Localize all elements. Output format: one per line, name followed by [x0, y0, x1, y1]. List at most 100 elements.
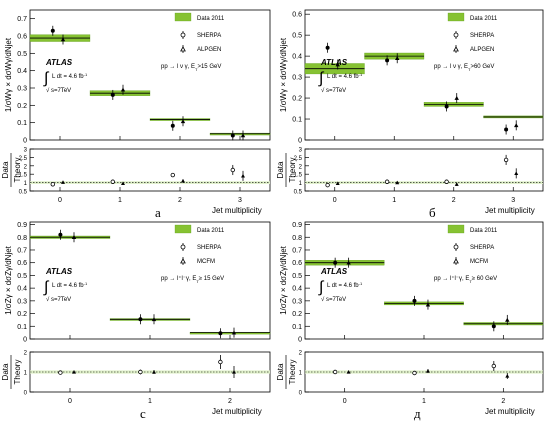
legend-second-marker: [180, 46, 186, 52]
y-tick-label: 0.5: [292, 33, 302, 40]
ratio-y-tick-label: 2: [24, 164, 28, 170]
ratio-point-second: [505, 374, 510, 378]
legend-second-label: MCFM: [470, 259, 488, 265]
panel-letter: д: [414, 406, 421, 421]
main-plot-frame: [29, 9, 271, 141]
legend-second-marker: [453, 258, 459, 264]
ratio-y-tick-label: 1: [299, 181, 303, 187]
x-axis-label: Jet multiplicity: [485, 206, 535, 215]
second-theory-point: [60, 37, 66, 42]
ratio-point-sherpa: [325, 182, 330, 188]
y-tick-label: 0: [298, 138, 302, 145]
ratio-y-tick-label: 0: [299, 391, 303, 397]
legend-sherpa-marker: [180, 244, 186, 250]
y-axis-label: 1/σZγ × dσZγ/dNjet: [279, 245, 288, 315]
ratio-point-second: [72, 370, 76, 374]
ratio-label-theory: Theory: [288, 158, 297, 183]
legend-sherpa-label: SHERPA: [197, 245, 221, 251]
legend-sherpa-label: SHERPA: [197, 33, 221, 39]
y-tick-label: 0.3: [292, 75, 302, 82]
y-tick-label: 0.6: [17, 260, 27, 267]
y-tick-label: 0.1: [17, 324, 27, 331]
ratio-y-tick-label: 1: [24, 371, 28, 377]
integral-sign: ∫: [318, 70, 325, 87]
legend-sherpa-label: SHERPA: [470, 33, 494, 39]
y-tick-label: 0.7: [17, 247, 27, 254]
ratio-y-tick-label: 1: [299, 371, 303, 377]
ratio-y-tick-label: 2: [299, 351, 303, 357]
sqrt-s-label: s=7TeV: [51, 297, 71, 303]
legend-data-swatch: [174, 12, 192, 22]
second-theory-point: [335, 62, 340, 67]
atlas-label: ATLAS: [320, 267, 348, 276]
atlas-label: ATLAS: [45, 58, 73, 67]
x-tick-label: 1: [392, 197, 396, 204]
ratio-y-tick-label: 1.5: [294, 173, 303, 179]
ratio-point-second: [395, 180, 400, 185]
legend-data-label: Data 2011: [197, 16, 225, 22]
sherpa-point: [170, 123, 175, 128]
et-cut: ≥ 15 GeV: [199, 276, 224, 282]
chart-panel-а: 0 0.1 0.2 0.3 0.4 0.5 0.6 0.7 0.5 1 1.5 2 2.5 3 0 1 2 3 Da…: [1, 9, 271, 220]
ratio-point-second: [61, 180, 65, 184]
ratio-band: [305, 181, 365, 184]
y-tick-label: 0.9: [17, 222, 27, 229]
sqrt-sign: √: [321, 296, 325, 303]
y-tick-label: 0.1: [292, 117, 302, 124]
y-tick-label: 0.3: [17, 298, 27, 305]
et-subscript: T: [196, 279, 199, 284]
ratio-label-theory: Theory: [288, 360, 297, 385]
ratio-y-tick-label: 3: [299, 148, 303, 154]
lumi-label: L dt = 4.6 fb-1: [52, 72, 88, 81]
final-state-label: pp → l⁺l⁻γ, ET≥ 15 GeV: [161, 275, 224, 284]
y-tick-label: 0.6: [17, 34, 27, 41]
ratio-band: [424, 181, 484, 184]
legend-second-label: ALPGEN: [197, 47, 221, 53]
ratio-point-second: [335, 181, 340, 186]
et-subscript: T: [468, 67, 471, 72]
ratio-label-data: Data: [276, 363, 285, 380]
second-theory-point: [514, 123, 519, 128]
ratio-point-second: [232, 370, 236, 374]
y-tick-label: 0.4: [17, 68, 27, 75]
ratio-point-sherpa: [412, 370, 417, 376]
y-tick-label: 0: [23, 337, 27, 344]
lumi-superscript: -1: [359, 72, 363, 77]
ratio-y-tick-label: 0: [24, 391, 28, 397]
sherpa-point: [385, 58, 390, 63]
legend-data-swatch: [447, 12, 465, 22]
legend-data-label: Data 2011: [470, 16, 498, 22]
y-tick-label: 0.4: [17, 286, 27, 293]
ratio-y-tick-label: 0.5: [19, 190, 28, 196]
sherpa-point: [325, 45, 330, 50]
lumi-superscript: -1: [359, 281, 363, 286]
legend-second-label: ALPGEN: [470, 47, 494, 53]
ratio-point-second: [454, 182, 459, 186]
et-subscript: T: [469, 279, 472, 284]
x-tick-label: 1: [118, 197, 122, 204]
ratio-point-sherpa: [58, 370, 63, 375]
y-tick-label: 0.7: [292, 247, 302, 254]
sherpa-point: [138, 317, 143, 322]
ratio-point-sherpa: [138, 369, 143, 375]
y-tick-label: 0.6: [292, 260, 302, 267]
x-tick-label: 2: [228, 398, 232, 405]
y-tick-label: 0: [298, 337, 302, 344]
sqrt-s-label: s=7TeV: [326, 297, 346, 303]
ratio-label-data: Data: [1, 363, 10, 380]
y-tick-label: 0.2: [292, 96, 302, 103]
sherpa-point: [412, 298, 417, 303]
et-cut: >15 GeV: [197, 64, 221, 70]
panel-letter: б: [429, 205, 436, 220]
integral-sign: ∫: [43, 70, 50, 87]
ratio-point-sherpa: [491, 363, 497, 369]
ratio-label-theory: Theory: [13, 158, 22, 183]
second-theory-point: [71, 235, 77, 240]
ratio-label-theory: Theory: [13, 360, 22, 385]
main-plot-frame: [304, 9, 544, 141]
lumi-superscript: -1: [84, 72, 88, 77]
second-theory-point: [231, 330, 237, 335]
ratio-band: [190, 370, 270, 374]
sherpa-point: [230, 133, 235, 138]
